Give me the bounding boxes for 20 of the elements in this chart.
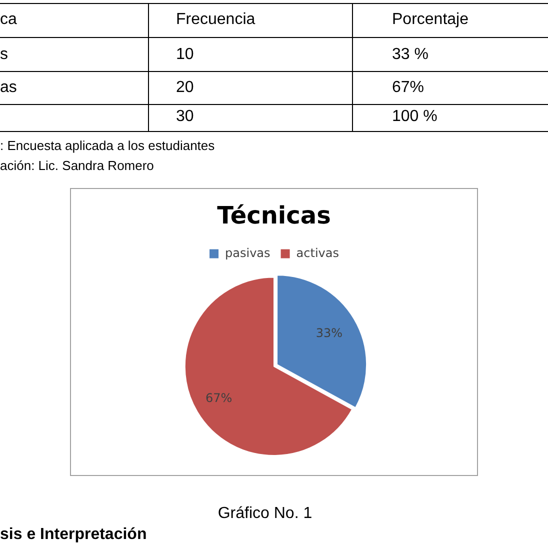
legend-label: activas [296, 246, 339, 260]
text: ca [0, 10, 17, 30]
text: s [0, 45, 8, 65]
text: 67% [392, 78, 424, 98]
text: ación: Lic. Sandra Romero [0, 158, 154, 173]
text: Frecuencia [176, 10, 256, 30]
text: Porcentaje [392, 10, 468, 30]
data-label: 67% [205, 391, 232, 406]
text: : Encuesta aplicada a los estudiantes [0, 138, 215, 153]
chart-title: Técnicas [217, 202, 331, 230]
data-label: 33% [316, 326, 343, 340]
text: 30 [176, 107, 194, 127]
text: 10 [176, 45, 194, 65]
text: Gráfico No. 1 [216, 505, 314, 523]
text: as [0, 78, 17, 98]
text: 20 [176, 78, 194, 98]
text: 100 % [392, 107, 438, 127]
legend-label: pasivas [225, 246, 270, 260]
text: sis e Interpretación [0, 526, 147, 544]
text: 33 % [392, 45, 428, 65]
